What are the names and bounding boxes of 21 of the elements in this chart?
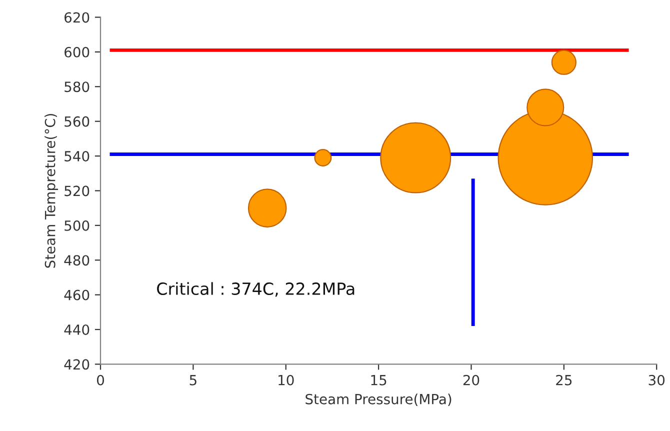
x-tick-label: 5 xyxy=(190,375,196,386)
y-tick-label: 520 xyxy=(64,186,90,196)
x-tick-label: 20 xyxy=(463,374,480,386)
y-tick-label: 420 xyxy=(64,359,90,370)
x-tick-label: 15 xyxy=(371,375,386,386)
y-tick-label: 600 xyxy=(64,46,90,58)
y-tick-label: 620 xyxy=(64,12,90,23)
x-tick-label: 0 xyxy=(96,374,104,386)
y-tick-label: 460 xyxy=(64,290,90,300)
y-tick-label: 500 xyxy=(64,220,90,231)
x-tick-label: 30 xyxy=(648,374,665,386)
annotation: Critical : 374C, 22.2MPa xyxy=(157,282,354,297)
x-tick-label: 10 xyxy=(278,374,294,386)
y-tick-label: 480 xyxy=(64,255,90,266)
y-tick-label: 440 xyxy=(64,324,90,335)
y-tick-label: 540 xyxy=(64,150,90,162)
y-tick-label: 560 xyxy=(64,116,90,127)
x-tick-label: 25 xyxy=(556,374,572,386)
x-axis-title: Steam Pressure(MPa) xyxy=(306,394,452,406)
y-tick-label: 580 xyxy=(64,82,90,92)
y-axis-title: Steam Tempreture(°C) xyxy=(44,114,58,268)
